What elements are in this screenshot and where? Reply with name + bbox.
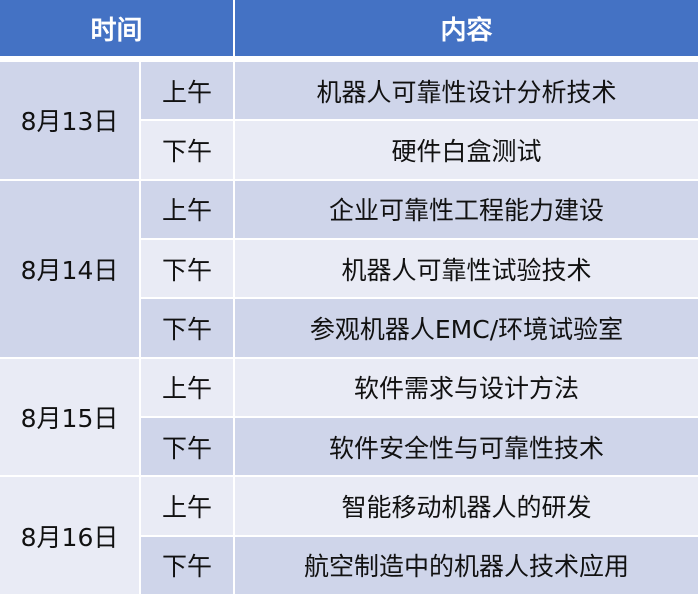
period-cell: 上午 <box>141 358 233 416</box>
topic-cell: 机器人可靠性设计分析技术 <box>235 62 698 120</box>
date-cell: 8月13日 <box>0 62 139 179</box>
topic-cell: 参观机器人EMC/环境试验室 <box>235 299 698 357</box>
period-cell: 下午 <box>141 239 233 298</box>
topic-cell: 软件需求与设计方法 <box>235 358 698 416</box>
topic-cell: 航空制造中的机器人技术应用 <box>235 536 698 594</box>
topic-cell: 智能移动机器人的研发 <box>235 477 698 535</box>
period-cell: 下午 <box>141 417 233 476</box>
date-cell: 8月14日 <box>0 180 139 357</box>
topic-cell: 机器人可靠性试验技术 <box>235 239 698 298</box>
period-cell: 下午 <box>141 121 233 179</box>
header-divider <box>0 58 698 60</box>
date-cell: 8月15日 <box>0 358 139 476</box>
period-cell: 下午 <box>141 536 233 594</box>
topic-cell: 硬件白盒测试 <box>235 121 698 179</box>
topic-cell: 企业可靠性工程能力建设 <box>235 180 698 238</box>
period-cell: 上午 <box>141 180 233 238</box>
period-cell: 下午 <box>141 299 233 357</box>
header-content: 内容 <box>235 0 698 56</box>
period-cell: 上午 <box>141 62 233 120</box>
header-time: 时间 <box>0 0 233 56</box>
topic-cell: 软件安全性与可靠性技术 <box>235 417 698 476</box>
date-cell: 8月16日 <box>0 477 139 594</box>
period-cell: 上午 <box>141 477 233 535</box>
